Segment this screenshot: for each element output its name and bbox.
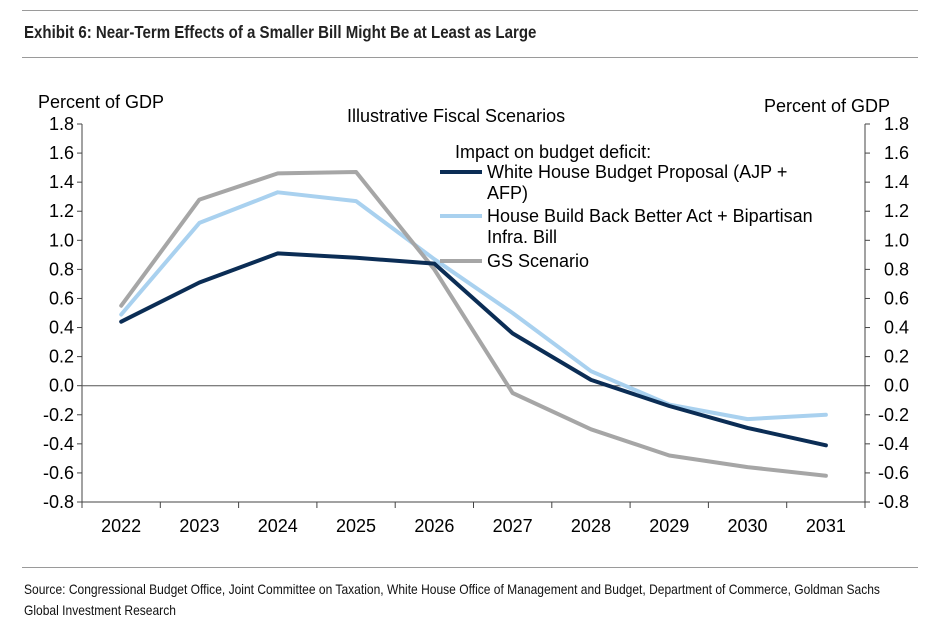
y-tick-label-right: 0.8 bbox=[884, 259, 909, 279]
source-note: Source: Congressional Budget Office, Joi… bbox=[24, 581, 880, 618]
legend-label-2: GS Scenario bbox=[487, 251, 589, 271]
chart-title: Illustrative Fiscal Scenarios bbox=[347, 106, 565, 126]
x-tick-label: 2023 bbox=[179, 516, 219, 536]
y-tick-label-left: 1.6 bbox=[49, 143, 74, 163]
source-rule bbox=[22, 567, 918, 568]
y-tick-label-left: 1.2 bbox=[49, 201, 74, 221]
x-tick-label: 2030 bbox=[728, 516, 768, 536]
y-tick-label-right: 1.4 bbox=[884, 172, 909, 192]
x-tick-label: 2027 bbox=[493, 516, 533, 536]
title-rule bbox=[22, 57, 918, 58]
series-lines bbox=[119, 170, 828, 478]
y-tick-label-left: -0.4 bbox=[43, 434, 74, 454]
right-y-ticks: 1.8 1.6 1.4 1.2 1.0 0.8 0.6 0.4 0.2 0.0 -0.2 -0.4 -0… bbox=[865, 114, 909, 512]
series-line-2 bbox=[119, 170, 828, 478]
exhibit-title: Exhibit 6: Near-Term Effects of a Smalle… bbox=[24, 22, 537, 42]
line-chart: 1.8 1.6 1.4 1.2 1.0 0.8 0.6 0.4 0.2 0.0 -0.2 -0.4 -0… bbox=[38, 92, 909, 536]
right-axis-label: Percent of GDP bbox=[764, 96, 890, 116]
y-tick-label-left: 1.8 bbox=[49, 114, 74, 134]
series-line-0 bbox=[119, 251, 828, 448]
x-tick-label: 2028 bbox=[571, 516, 611, 536]
y-tick-label-left: 0.6 bbox=[49, 288, 74, 308]
y-tick-label-right: 0.2 bbox=[884, 347, 909, 367]
x-tick-label: 2024 bbox=[258, 516, 298, 536]
y-tick-label-right: 1.6 bbox=[884, 143, 909, 163]
y-tick-label-left: -0.6 bbox=[43, 463, 74, 483]
x-ticks: 2022 2023 2024 2025 2026 2027 2028 2029 2030 2031 bbox=[81, 502, 866, 536]
legend: Impact on budget deficit: White House Bu… bbox=[440, 142, 813, 271]
y-tick-label-right: 1.0 bbox=[884, 230, 909, 250]
left-axis-label: Percent of GDP bbox=[38, 92, 164, 112]
x-tick-label: 2029 bbox=[649, 516, 689, 536]
y-tick-label-left: -0.2 bbox=[43, 405, 74, 425]
y-tick-label-right: 0.0 bbox=[884, 376, 909, 396]
y-tick-label-left: 0.8 bbox=[49, 259, 74, 279]
y-tick-label-right: 0.6 bbox=[884, 288, 909, 308]
legend-title: Impact on budget deficit: bbox=[455, 142, 651, 162]
y-tick-label-right: -0.2 bbox=[878, 405, 909, 425]
y-tick-label-left: 0.0 bbox=[49, 376, 74, 396]
left-y-ticks: 1.8 1.6 1.4 1.2 1.0 0.8 0.6 0.4 0.2 0.0 -0.2 -0.4 -0… bbox=[43, 114, 82, 512]
legend-label-1: House Build Back Better Act + Bipartisan… bbox=[487, 206, 813, 247]
x-tick-label: 2026 bbox=[414, 516, 454, 536]
x-tick-label: 2031 bbox=[806, 516, 846, 536]
y-tick-label-left: 0.2 bbox=[49, 347, 74, 367]
y-tick-label-right: 1.8 bbox=[884, 114, 909, 134]
x-tick-label: 2022 bbox=[101, 516, 141, 536]
series-line-1 bbox=[119, 190, 828, 422]
y-tick-label-right: 0.4 bbox=[884, 318, 909, 338]
legend-label-0: White House Budget Proposal (AJP + AFP) bbox=[487, 162, 787, 203]
y-tick-label-left: 1.4 bbox=[49, 172, 74, 192]
y-tick-label-right: -0.6 bbox=[878, 463, 909, 483]
y-tick-label-left: 0.4 bbox=[49, 318, 74, 338]
top-rule bbox=[22, 10, 918, 11]
y-tick-label-left: -0.8 bbox=[43, 492, 74, 512]
y-tick-label-left: 1.0 bbox=[49, 230, 74, 250]
y-tick-label-right: -0.8 bbox=[878, 492, 909, 512]
x-tick-label: 2025 bbox=[336, 516, 376, 536]
y-tick-label-right: -0.4 bbox=[878, 434, 909, 454]
y-tick-label-right: 1.2 bbox=[884, 201, 909, 221]
